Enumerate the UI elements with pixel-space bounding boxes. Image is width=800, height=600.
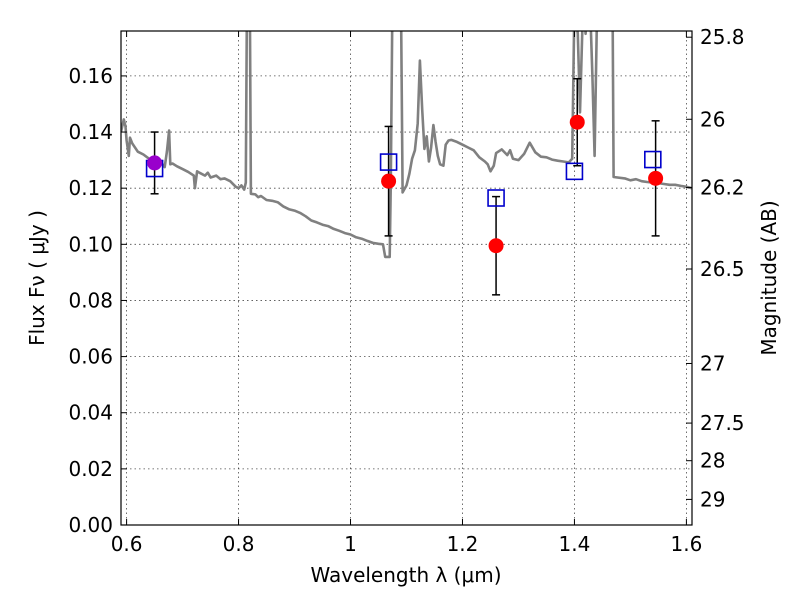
y-tick-label: 0.08: [68, 288, 113, 312]
y-tick-label: 0.06: [68, 345, 113, 369]
x-tick-label: 0.6: [111, 532, 143, 556]
right-tick-label: 26.2: [700, 176, 745, 200]
right-tick-label: 29: [700, 487, 725, 511]
right-tick-label: 27.5: [700, 411, 745, 435]
spectrum-line: [121, 31, 692, 259]
right-tick-label: 28: [700, 449, 725, 473]
x-tick-label: 0.8: [223, 532, 255, 556]
grid-lines: [121, 31, 692, 525]
model-point: [644, 150, 662, 169]
y-tick-label: 0.14: [68, 120, 113, 144]
axis-tick-labels: 0.6 0.8 1 1.2 1.4 1.6 0.00 0.02 0.04 0.06 0.08 0.10…: [68, 25, 744, 556]
right-axis-label: Magnitude (AB): [757, 200, 781, 355]
observed-point: [147, 155, 163, 171]
x-tick-label: 1.4: [559, 532, 591, 556]
plot-frame: [120, 30, 693, 526]
x-axis-label: Wavelength λ (μm): [310, 563, 501, 587]
right-tick-label: 26: [700, 107, 725, 131]
model-point: [565, 162, 584, 181]
observed-point: [488, 238, 504, 254]
right-tick-label: 26.5: [700, 257, 745, 281]
y-tick-label: 0.04: [68, 401, 113, 425]
x-tick-label: 1.6: [670, 532, 702, 556]
y-tick-label: 0.00: [68, 513, 113, 537]
y-tick-label: 0.16: [68, 64, 113, 88]
right-tick-label: 25.8: [700, 25, 745, 49]
axis-ticks: [121, 31, 692, 526]
y-tick-label: 0.10: [68, 232, 113, 256]
observed-point: [381, 173, 397, 189]
x-tick-label: 1.2: [447, 532, 479, 556]
observed-point: [569, 114, 585, 130]
y-tick-label: 0.12: [68, 176, 113, 200]
observed-point: [648, 170, 664, 186]
model-point: [487, 189, 505, 207]
data-points: [145, 77, 664, 296]
y-tick-label: 0.02: [68, 457, 113, 481]
x-tick-label: 1: [344, 532, 357, 556]
model-spectrum: [121, 31, 692, 259]
model-point: [379, 153, 398, 171]
y-axis-label: Flux Fν ( μJy ): [25, 210, 49, 346]
right-tick-label: 27: [700, 351, 725, 375]
